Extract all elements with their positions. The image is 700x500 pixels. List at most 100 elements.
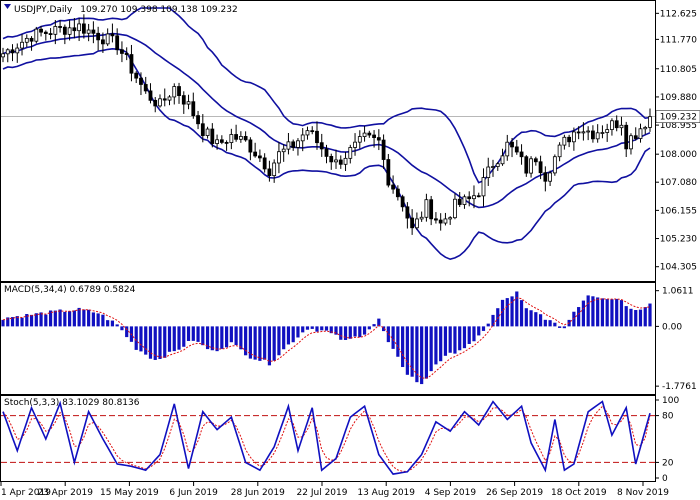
macd-bar [282,326,286,350]
candle-body [586,130,591,133]
macd-bar [439,326,443,362]
candle-body [277,151,281,164]
price-panel[interactable]: 112.625 111.770 110.805 109.880 108.955 108.0… [0,0,700,282]
candle-body [448,217,453,220]
price-tick-label: 108.955 [660,121,697,131]
macd-bar [82,309,86,327]
candle-body [338,159,343,165]
candle-body [386,159,391,186]
time-tick-label: 6 Jun 2019 [169,488,218,498]
candle-body [638,128,643,139]
macd-panel[interactable]: 1.0611 0.00 -1.7761 MACD(5,34,4) 0.6789 0.… [0,282,697,395]
macd-tick-label: -1.7761 [662,382,697,392]
macd-bar [186,326,191,341]
macd-bar [296,326,300,338]
macd-bar [472,326,476,342]
macd-bar [101,314,105,327]
candle-body [115,35,120,51]
macd-bar [77,307,81,327]
price-axis: 112.625 111.770 110.805 109.880 108.955 108.0… [655,9,697,273]
candle-body [24,37,29,43]
candle-body [305,130,310,136]
macd-bar [562,326,566,329]
macd-bar [44,314,48,327]
candle-body [153,99,158,107]
macd-bar [496,308,500,327]
candle-body [491,166,495,168]
macd-bar [324,326,329,331]
candle-body [177,86,181,96]
macd-bar [125,326,129,338]
macd-bar [234,326,238,346]
price-candles [1,14,652,235]
macd-bar [396,326,400,357]
candle-body [372,134,376,138]
macd-bar [358,326,362,338]
macd-bar [96,313,100,327]
time-tick-label: 4 Sep 2019 [425,488,477,498]
macd-histogram [1,291,652,385]
candle-body [5,49,10,55]
macd-bar [10,317,15,327]
macd-bar [500,299,505,327]
macd-bar [144,326,148,355]
candle-body [400,196,405,208]
price-tick-label: 111.770 [660,35,697,45]
candle-body [438,219,443,224]
candle-body [391,184,396,190]
candle-body [43,31,48,34]
candle-body [405,206,410,219]
macd-bar [277,326,281,356]
candle-body [110,33,115,37]
time-tick-label: 1 Apr 2019 [1,488,51,498]
time-tick-label: 22 Jul 2019 [297,488,348,498]
candle-body [419,216,424,220]
macd-bar [272,326,276,361]
macd-bar [106,320,110,327]
macd-bar [348,326,352,339]
stochastic-panel[interactable]: 100 80 20 0 Stoch(5,3,3) 83.1029 80.8136 [0,395,680,485]
macd-bar [505,298,509,327]
candle-body [77,23,82,32]
macd-bar [481,326,486,331]
macd-bar [6,317,10,327]
macd-bar [315,326,319,332]
macd-bar [629,308,633,327]
macd-bar [210,326,214,351]
candle-body [476,195,481,198]
collapse-triangle-icon[interactable] [4,4,11,9]
candle-body [39,28,43,33]
macd-bar [343,326,348,340]
macd-bar [72,310,76,327]
candle-body [595,132,600,140]
macd-bar [581,300,585,327]
stoch-main-path [2,400,651,475]
macd-bar [267,326,272,366]
candle-body [172,86,177,98]
candle-body [196,115,200,125]
candle-body [581,131,586,134]
current-price-label: 109.232 [660,113,697,123]
macd-bar [158,326,162,359]
candle-body [281,148,286,153]
price-tick-label: 105.230 [660,235,697,245]
macd-bar [239,326,243,350]
candle-body [215,139,219,144]
macd-bar [648,303,652,327]
candle-body [557,144,562,158]
macd-tick-label: 1.0611 [662,287,694,297]
macd-bar [477,326,481,336]
candle-body [224,142,229,144]
macd-bar [196,326,200,342]
macd-bar [420,326,424,385]
macd-bar [291,326,295,343]
macd-bar [301,326,305,333]
candle-body [414,218,419,229]
candle-body [191,101,196,117]
macd-bar [205,326,210,350]
macd-bar [491,314,495,327]
macd-bar [172,326,176,352]
candle-body [538,161,543,174]
